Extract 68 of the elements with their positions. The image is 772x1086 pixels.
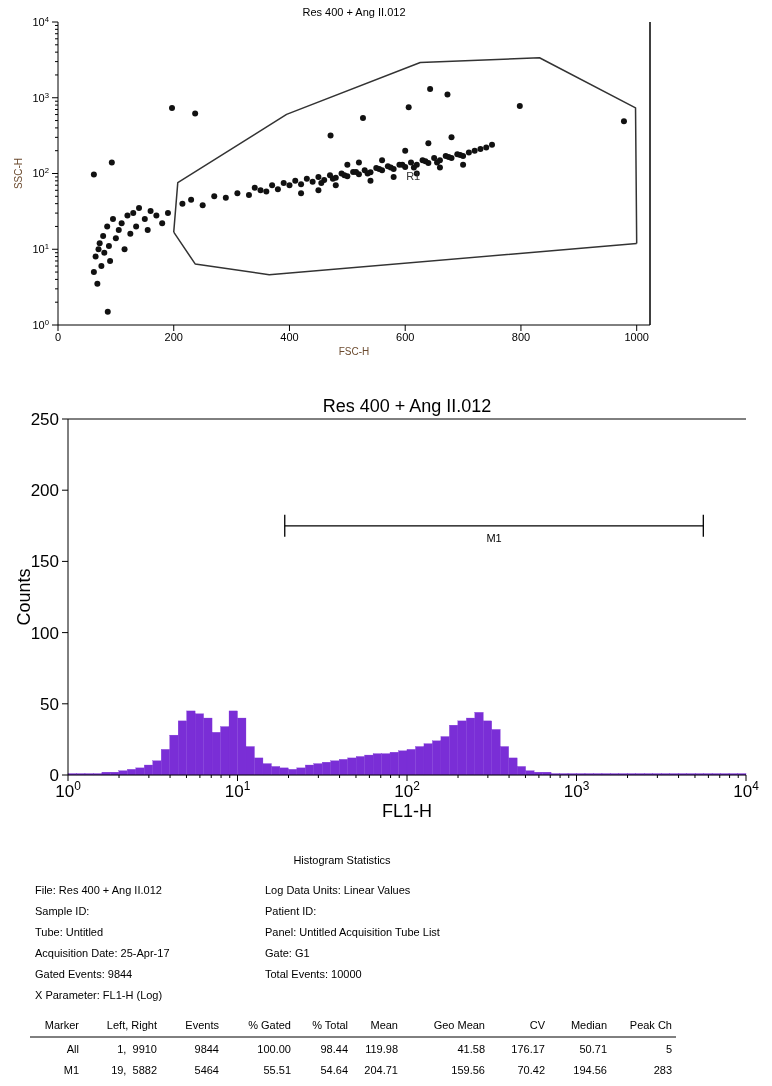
chart-title: Res 400 + Ang II.012 [322,396,492,416]
x-tick-label: 600 [396,331,415,343]
text: Patient ID: [265,905,317,917]
x-axis-title: FL1-H [381,801,433,821]
text: 283 [653,1064,672,1076]
text: Panel: Untitled Acquisition Tube List [265,926,440,938]
text: 100.00 [257,1043,291,1055]
category-label: Left, Right [106,1019,157,1031]
text: All [66,1043,79,1055]
y-tick-label: 10$^{3}$ [32,90,49,104]
x-tick-label: 200 [164,331,183,343]
text: 194.56 [573,1064,607,1076]
x-axis-title: FSC-H [338,346,370,357]
text: Sample ID: [35,905,90,917]
text: 204.71 [364,1064,398,1076]
text: 19, 5882 [111,1064,157,1076]
text: 9844 [194,1043,219,1055]
y-tick-label: 10$^{1}$ [32,241,49,256]
text: 159.56 [451,1064,485,1076]
y-tick-label: 100 [30,623,59,643]
x-tick-label: 400 [280,331,299,343]
chart-title: Res 400 + Ang II.012 [302,6,406,18]
text: 50.71 [579,1043,607,1055]
text: File: Res 400 + Ang II.012 [35,884,162,896]
text: 5464 [194,1064,219,1076]
x-tick-label: 10$^{3}$ [563,779,590,801]
category-label: % Total [312,1019,348,1031]
y-tick-label: 10$^{0}$ [32,317,49,331]
x-tick-label: 1000 [624,331,649,343]
text: Gated Events: 9844 [35,968,133,980]
annotation: R1 [406,169,421,182]
text: 119.98 [365,1043,398,1055]
text: 41.58 [457,1043,485,1055]
text: 5 [665,1043,672,1055]
x-tick-label: 10$^{4}$ [733,779,760,801]
category-label: % Gated [248,1019,291,1031]
x-tick-label: 10$^{1}$ [224,779,251,801]
y-tick-label: 250 [30,409,59,429]
y-tick-label: 0 [49,765,59,785]
x-tick-label: 10$^{2}$ [394,779,421,801]
text: 98.44 [320,1043,348,1055]
x-tick-label: 800 [511,331,531,343]
y-tick-label: 10$^{2}$ [32,165,49,180]
text: X Parameter: FL1-H (Log) [35,989,163,1001]
series-label: M1 [486,531,502,544]
category-label: Marker [44,1019,80,1031]
y-tick-label: 50 [40,694,59,714]
text: Gate: G1 [265,947,310,959]
text: 54.64 [320,1064,348,1076]
text: Total Events: 10000 [265,968,362,980]
category-label: Events [185,1019,220,1031]
text: 70.42 [517,1064,545,1076]
text: M1 [63,1064,79,1076]
text: 176.17 [511,1043,545,1055]
y-tick-label: 200 [30,481,59,501]
text: 55.51 [263,1064,291,1076]
text: 1, 9910 [117,1043,157,1055]
category-label: Mean [370,1019,398,1031]
category-label: Median [570,1019,607,1031]
text: Histogram Statistics [293,854,392,866]
y-tick-label: 10$^{4}$ [32,14,50,28]
category-label: CV [529,1019,546,1031]
y-axis-title: SSC-H [13,157,24,190]
category-label: Peak Ch [629,1019,672,1031]
text: Acquisition Date: 25-Apr-17 [35,947,170,959]
category-label: Geo Mean [433,1019,485,1031]
text: Tube: Untitled [35,926,104,938]
text: Log Data Units: Linear Values [265,884,411,896]
